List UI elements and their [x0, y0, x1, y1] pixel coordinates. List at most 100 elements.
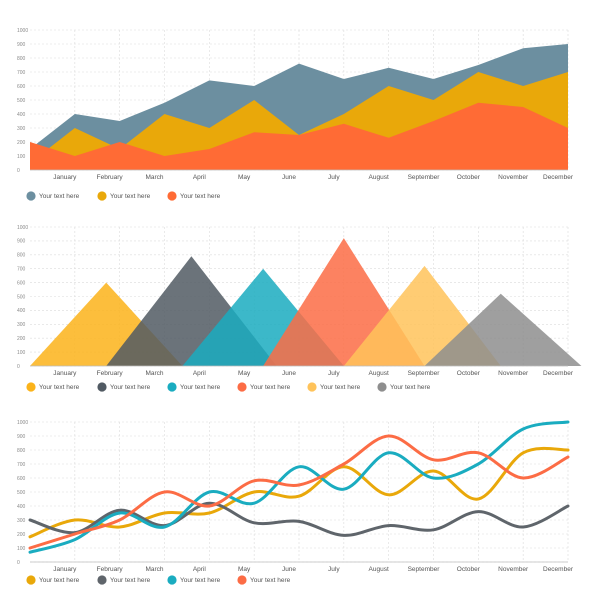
x-tick-label: June [282, 370, 296, 377]
x-tick-label: April [193, 174, 207, 181]
chart2-triangles [30, 238, 582, 366]
legend-label: Your text here [180, 384, 221, 391]
legend-swatch [237, 382, 247, 392]
y-tick-label: 900 [17, 239, 26, 245]
y-tick-label: 0 [17, 168, 20, 174]
legend-label: Your text here [180, 577, 221, 584]
x-tick-label: April [193, 370, 207, 377]
x-tick-label: May [238, 566, 251, 573]
y-tick-label: 300 [17, 126, 26, 132]
x-tick-label: December [543, 370, 574, 377]
line-series [28, 446, 570, 539]
line-series [28, 420, 570, 554]
x-tick-label: February [97, 174, 124, 181]
legend-item: Your text here [237, 575, 291, 585]
legend-item: Your text here [26, 191, 80, 201]
x-tick-label: September [408, 370, 441, 377]
x-tick-label: October [457, 566, 481, 573]
legend-label: Your text here [250, 384, 291, 391]
x-tick-label: November [498, 174, 529, 181]
x-tick-label: August [369, 174, 389, 181]
legend-label: Your text here [39, 577, 80, 584]
y-tick-label: 800 [17, 253, 26, 259]
x-tick-label: October [457, 174, 481, 181]
y-tick-label: 600 [17, 84, 26, 90]
x-tick-label: November [498, 566, 529, 573]
x-tick-label: July [328, 174, 340, 181]
legend-label: Your text here [110, 384, 151, 391]
y-tick-label: 200 [17, 336, 26, 342]
legend-label: Your text here [250, 577, 291, 584]
legend-label: Your text here [39, 384, 80, 391]
y-tick-label: 200 [17, 140, 26, 146]
y-tick-label: 0 [17, 364, 20, 370]
x-tick-label: March [145, 174, 163, 181]
x-tick-label: April [193, 566, 207, 573]
line-series [28, 434, 570, 550]
y-tick-label: 600 [17, 476, 26, 482]
legend-label: Your text here [110, 577, 151, 584]
chart1-areas [30, 44, 568, 170]
y-tick-label: 300 [17, 322, 26, 328]
y-tick-label: 800 [17, 448, 26, 454]
legend-swatch [26, 191, 36, 201]
legend-item: Your text here [167, 575, 221, 585]
y-tick-label: 500 [17, 490, 26, 496]
y-tick-label: 500 [17, 294, 26, 300]
legend-item: Your text here [167, 382, 221, 392]
legend-swatch [167, 191, 177, 201]
chart1-legend: Your text here Your text here Your text he… [26, 191, 221, 201]
legend-swatch [307, 382, 317, 392]
y-tick-label: 1000 [17, 28, 28, 34]
x-tick-label: November [498, 370, 529, 377]
legend-swatch [26, 382, 36, 392]
x-tick-label: January [53, 174, 77, 181]
legend-item: Your text here [26, 575, 80, 585]
y-tick-label: 100 [17, 154, 26, 160]
x-tick-label: March [145, 370, 163, 377]
legend-item: Your text here [97, 575, 151, 585]
x-tick-label: October [457, 370, 481, 377]
line-series [28, 501, 570, 537]
y-tick-label: 1000 [17, 420, 28, 426]
legend-swatch [97, 382, 107, 392]
legend-swatch [167, 382, 177, 392]
y-tick-label: 600 [17, 280, 26, 286]
legend-item: Your text here [97, 382, 151, 392]
legend-swatch [97, 191, 107, 201]
legend-item: Your text here [26, 382, 80, 392]
legend-swatch [377, 382, 387, 392]
legend-item: Your text here [167, 191, 221, 201]
x-tick-label: June [282, 566, 296, 573]
y-tick-label: 500 [17, 98, 26, 104]
triangle-series [424, 293, 582, 366]
y-tick-label: 300 [17, 518, 26, 524]
legend-label: Your text here [390, 384, 431, 391]
legend-item: Your text here [307, 382, 361, 392]
x-tick-label: December [543, 174, 574, 181]
x-tick-label: July [328, 370, 340, 377]
x-tick-label: July [328, 566, 340, 573]
y-tick-label: 400 [17, 504, 26, 510]
y-tick-label: 400 [17, 112, 26, 118]
y-tick-label: 900 [17, 434, 26, 440]
x-tick-label: May [238, 174, 251, 181]
x-tick-label: September [408, 566, 441, 573]
x-tick-label: September [408, 174, 441, 181]
legend-item: Your text here [237, 382, 291, 392]
y-tick-label: 1000 [17, 225, 28, 231]
x-tick-label: February [97, 370, 124, 377]
smooth-line-chart: 0 100 200 300 400 500 600 700 800 900 1000 January F… [17, 420, 574, 585]
legend-item: Your text here [97, 191, 151, 201]
chart3-lines [28, 420, 570, 554]
legend-label: Your text here [110, 193, 151, 200]
y-tick-label: 700 [17, 70, 26, 76]
x-tick-label: December [543, 566, 574, 573]
x-tick-label: January [53, 566, 77, 573]
legend-label: Your text here [320, 384, 361, 391]
chart3-legend: Your text here Your text here Your text he… [26, 575, 291, 585]
y-tick-label: 100 [17, 350, 26, 356]
legend-item: Your text here [377, 382, 431, 392]
legend-label: Your text here [39, 193, 80, 200]
legend-swatch [26, 575, 36, 585]
